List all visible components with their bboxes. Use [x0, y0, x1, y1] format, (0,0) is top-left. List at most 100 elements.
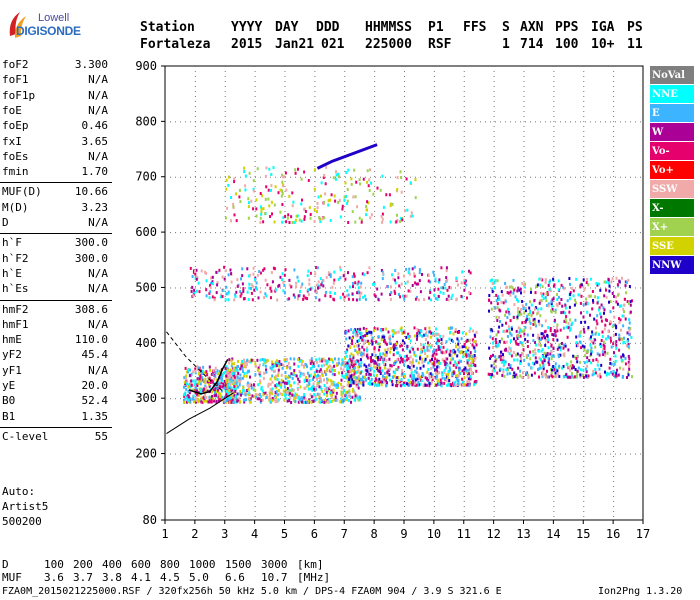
grid-dot — [224, 321, 226, 322]
echo-point — [466, 359, 469, 363]
grid-dot — [355, 176, 356, 178]
echo-point — [271, 392, 274, 396]
grid-dot — [344, 271, 346, 272]
grid-dot — [335, 453, 336, 455]
grid-dot — [314, 286, 316, 287]
grid-dot — [404, 496, 405, 497]
echo-point — [566, 374, 568, 378]
echo-point — [426, 383, 428, 387]
grid-dot — [404, 336, 405, 337]
echo-point — [361, 338, 364, 342]
echo-point — [453, 352, 456, 356]
echo-point — [569, 291, 572, 295]
grid-dot — [613, 291, 615, 292]
grid-dot — [344, 476, 346, 477]
grid-dot — [254, 246, 256, 247]
echo-point — [240, 364, 243, 368]
echo-point — [470, 372, 473, 375]
grid-dot — [523, 206, 525, 207]
auto-line: 500200 — [2, 515, 42, 528]
echo-point — [576, 369, 579, 373]
echo-point — [362, 383, 365, 387]
echo-point — [449, 361, 452, 365]
grid-dot — [463, 471, 465, 472]
echo-point — [259, 374, 262, 378]
grid-dot — [433, 236, 435, 237]
echo-point — [301, 359, 304, 363]
grid-dot — [255, 453, 256, 455]
grid-dot — [550, 121, 551, 123]
echo-point — [358, 331, 361, 335]
grid-dot — [583, 81, 585, 82]
x-tick-label: 5 — [281, 527, 288, 541]
echo-point — [505, 340, 508, 344]
grid-dot — [404, 231, 405, 232]
echo-point — [410, 368, 413, 371]
grid-dot — [224, 256, 226, 257]
grid-dot — [284, 351, 286, 352]
grid-dot — [284, 366, 286, 367]
grid-dot — [433, 411, 435, 412]
echo-point — [557, 295, 560, 299]
echo-point — [424, 383, 427, 387]
grid-dot — [560, 232, 561, 234]
echo-point — [416, 383, 419, 386]
grid-dot — [613, 506, 615, 507]
echo-point — [342, 391, 345, 395]
echo-point — [348, 391, 351, 395]
echo-point — [447, 326, 450, 330]
grid-dot — [515, 176, 516, 178]
grid-dot — [395, 176, 396, 178]
echo-point — [547, 338, 549, 342]
echo-point — [596, 314, 599, 318]
grid-dot — [404, 151, 405, 152]
echo-point — [346, 398, 348, 402]
grid-dot — [583, 141, 585, 142]
grid-dot — [430, 232, 431, 234]
grid-dot — [385, 232, 386, 234]
grid-dot — [194, 481, 196, 482]
grid-dot — [194, 376, 196, 377]
grid-dot — [390, 453, 391, 455]
grid-dot — [224, 91, 226, 92]
grid-dot — [450, 453, 451, 455]
echo-point — [326, 369, 329, 373]
echo-point — [319, 385, 322, 389]
grid-dot — [433, 316, 435, 317]
grid-dot — [625, 121, 626, 123]
grid-dot — [445, 121, 446, 123]
grid-dot — [493, 296, 495, 297]
echo-point — [356, 359, 359, 363]
grid-dot — [224, 81, 226, 82]
grid-dot — [165, 121, 166, 123]
echo-point — [238, 377, 241, 381]
grid-dot — [463, 356, 465, 357]
grid-dot — [165, 453, 166, 455]
echo-point — [431, 358, 433, 361]
echo-point — [356, 344, 359, 348]
echo-point — [544, 338, 547, 342]
grid-dot — [374, 206, 376, 207]
grid-dot — [553, 476, 555, 477]
grid-dot — [433, 141, 435, 142]
echo-point — [519, 334, 522, 338]
grid-dot — [635, 453, 636, 455]
grid-dot — [433, 176, 435, 177]
autoscaling-info: Auto: Artist5 500200 — [2, 484, 48, 529]
grid-dot — [493, 216, 495, 217]
grid-dot — [433, 131, 435, 132]
grid-dot — [525, 342, 526, 344]
echo-point — [509, 332, 512, 335]
grid-dot — [374, 301, 376, 302]
grid-dot — [260, 232, 261, 234]
echo-point — [251, 394, 254, 398]
grid-dot — [440, 342, 441, 344]
echo-point — [551, 298, 554, 302]
echo-point — [546, 369, 548, 373]
echo-point — [542, 297, 545, 301]
echo-point — [358, 376, 361, 380]
grid-dot — [225, 176, 226, 178]
echo-point — [346, 369, 349, 373]
echo-point — [608, 284, 611, 288]
echo-point — [341, 358, 344, 362]
